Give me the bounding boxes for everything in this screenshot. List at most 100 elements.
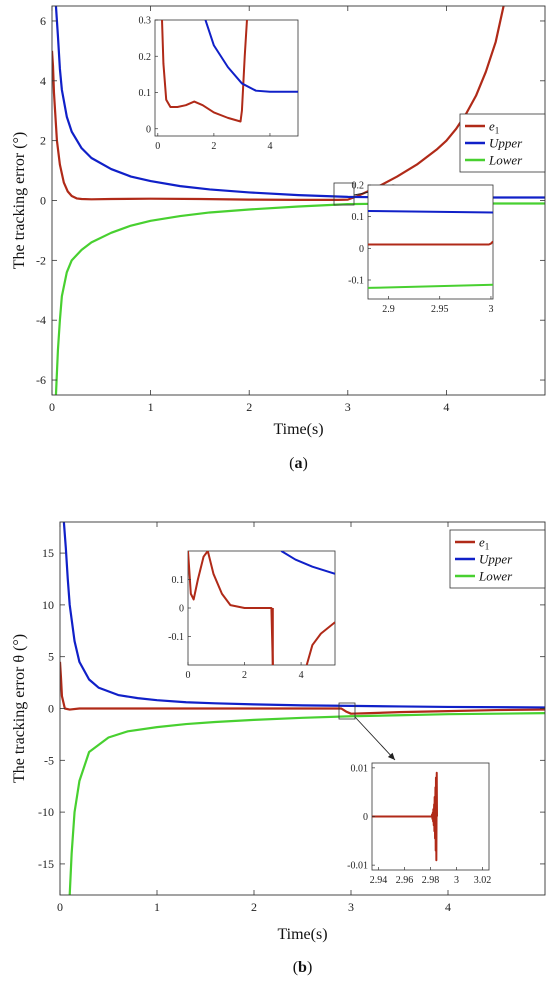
inset-top-xtick-label: 2 (242, 670, 247, 681)
inset-bottom-line-0 (368, 209, 493, 214)
legend-label-text: e (489, 119, 495, 134)
legend-label-text: Lower (478, 569, 513, 584)
inset-bottom-line-1 (430, 771, 438, 862)
legend-label-upper: Upper (489, 136, 523, 151)
x-axis-label: Time(s) (277, 926, 327, 943)
inset-bottom-xtick-label: 2.9 (382, 304, 395, 315)
legend-label-text: e (479, 535, 485, 550)
chart-panel-a: 0 1 2 3 4 -6 -4 -2 0 2 4 6 Time(s) The tracking error… (11, 5, 546, 472)
inset-bottom-xtick-label: 3.02 (474, 875, 492, 886)
panel-label-close: ) (303, 455, 308, 472)
x-tick-label: 2 (246, 400, 252, 414)
inset-bottom-xtick-label: 2.96 (396, 875, 414, 886)
inset-bottom-ytick-label: 0.2 (352, 181, 365, 192)
legend-label-lower: Lower (478, 569, 513, 584)
y-tick-label: 4 (40, 74, 46, 88)
inset-top-ytick-label: 0.1 (139, 88, 152, 99)
x-tick-label: 4 (445, 900, 451, 914)
x-axis-label: Time(s) (273, 421, 323, 438)
x-tick-label: 0 (57, 900, 63, 914)
inset-top-ytick-label: 0 (146, 124, 151, 135)
inset-top-frame (154, 19, 299, 137)
panel-label-letter: b (298, 959, 307, 976)
zoom-arrow-head (387, 752, 395, 760)
x-tick-label: 3 (348, 900, 354, 914)
inset-top-xtick-label: 4 (267, 141, 272, 152)
zoom-arrow-line (354, 716, 396, 761)
inset-bottom-ytick-label: -0.01 (347, 861, 368, 872)
inset-bottom-xtick-label: 3 (488, 304, 493, 315)
inset-top-line-2 (305, 621, 335, 665)
y-tick-label: 15 (42, 546, 54, 560)
series-line-upper (62, 522, 545, 709)
y-axis-label: The tracking error θ (°) (11, 634, 28, 783)
series-line-upper (54, 6, 545, 199)
y-tick-label: 2 (40, 134, 46, 148)
legend-label-text: Upper (479, 552, 513, 567)
inset-bottom-line-2 (368, 283, 493, 289)
series-line-e (52, 6, 505, 201)
inset-top-xtick-label: 0 (186, 670, 191, 681)
y-tick-label: -2 (36, 253, 46, 267)
legend-label-subscript: 1 (485, 542, 490, 552)
x-tick-label: 3 (345, 400, 351, 414)
legend-label-text: Upper (489, 136, 523, 151)
y-tick-label: -6 (36, 373, 46, 387)
inset-top-line-1 (204, 20, 298, 93)
inset-bottom-ytick-label: 0 (359, 244, 364, 255)
x-tick-label: 2 (251, 900, 257, 914)
y-tick-label: -4 (36, 313, 46, 327)
inset-top-ytick-label: -0.1 (168, 632, 184, 643)
inset-bottom-xtick-label: 2.94 (370, 875, 388, 886)
y-tick-label: -15 (38, 857, 54, 871)
inset-bottom-ytick-label: 0 (363, 812, 368, 823)
inset-bottom-line-1 (368, 240, 493, 246)
inset-bottom-ytick-label: 0.01 (351, 763, 369, 774)
inset-bottom-xtick-label: 2.98 (422, 875, 440, 886)
inset-top-line-3 (280, 551, 335, 575)
inset-top-xtick-label: 0 (155, 141, 160, 152)
inset-top-xtick-label: 2 (211, 141, 216, 152)
x-tick-label: 4 (443, 400, 449, 414)
legend-label-text: Lower (488, 153, 523, 168)
zoom-marker-box (333, 182, 355, 206)
inset-bottom-ytick-label: 0.1 (352, 212, 365, 223)
legend-label-e: e1 (479, 535, 489, 552)
panel-label-letter: a (295, 455, 303, 472)
legend-label-lower: Lower (488, 153, 523, 168)
panel-label-close: ) (307, 959, 312, 976)
inset-bottom-xtick-label: 3 (454, 875, 459, 886)
y-tick-label: 0 (40, 194, 46, 208)
inset-top-ytick-label: 0.2 (139, 52, 152, 63)
y-tick-label: 6 (40, 14, 46, 28)
y-tick-label: 0 (48, 702, 54, 716)
legend-label-upper: Upper (479, 552, 513, 567)
x-tick-label: 0 (49, 400, 55, 414)
y-tick-label: 10 (42, 598, 54, 612)
inset-bottom-xtick-label: 2.95 (431, 304, 449, 315)
y-tick-label: 5 (48, 650, 54, 664)
inset-top-line-0 (161, 20, 248, 123)
inset-top-ytick-label: 0.3 (139, 16, 152, 27)
legend-label-e: e1 (489, 119, 499, 136)
inset-top-xtick-label: 4 (299, 670, 304, 681)
inset-top-ytick-label: 0 (179, 604, 184, 615)
series-line-lower (54, 202, 545, 395)
inset-top-ytick-label: 0.1 (172, 575, 185, 586)
panel-label: (b) (293, 959, 313, 976)
legend-label-subscript: 1 (495, 126, 500, 136)
y-tick-label: -10 (38, 805, 54, 819)
inset-bottom-frame (367, 184, 494, 300)
panel-label: (a) (289, 455, 308, 472)
y-tick-label: -5 (44, 753, 54, 767)
panel-label-open: ( (293, 959, 298, 976)
inset-bottom-ytick-label: -0.1 (348, 276, 364, 287)
series-line-lower (68, 712, 545, 895)
x-tick-label: 1 (154, 900, 160, 914)
panel-label-open: ( (289, 455, 294, 472)
y-axis-label: The tracking error (°) (11, 132, 28, 269)
